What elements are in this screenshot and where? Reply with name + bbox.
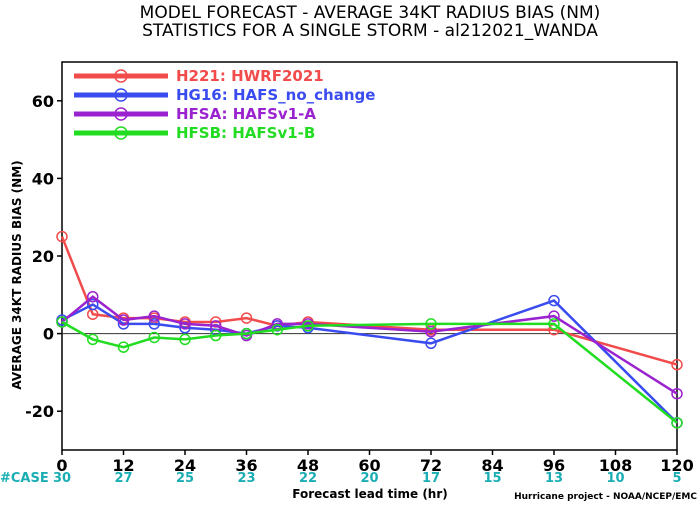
data-point xyxy=(425,318,437,330)
case-counts: #CASE 30 27 25 23 22 20 17 15 13 10 5 xyxy=(0,471,682,486)
case-count: 22 xyxy=(299,471,317,486)
case-count: 15 xyxy=(483,471,501,486)
x-tick-label: 96 xyxy=(543,456,565,475)
case-count: 25 xyxy=(176,471,194,486)
series-line xyxy=(61,295,678,395)
case-label: #CASE xyxy=(0,471,49,486)
case-count: 13 xyxy=(545,471,563,486)
case-count: 23 xyxy=(237,471,255,486)
series-h221 xyxy=(56,230,683,371)
x-tick-label: 120 xyxy=(660,456,693,475)
x-axis-label: Forecast lead time (hr) xyxy=(292,487,448,501)
data-point xyxy=(271,323,283,336)
data-point xyxy=(87,333,99,346)
plot-area xyxy=(61,61,678,451)
data-point xyxy=(56,316,68,328)
x-tick-label: 36 xyxy=(235,456,257,475)
data-point xyxy=(148,310,160,322)
series-layer xyxy=(56,230,683,429)
case-count: 5 xyxy=(672,471,681,486)
series-line xyxy=(60,236,678,366)
legend-item-hfsb: HFSB: HAFSv1-B xyxy=(74,124,315,142)
legend-label: HFSA: HAFSv1-A xyxy=(176,105,316,123)
y-tick-label: 60 xyxy=(32,92,54,111)
y-tick-label: -20 xyxy=(25,402,54,421)
data-point xyxy=(179,333,191,346)
data-point xyxy=(425,325,437,338)
data-point xyxy=(671,387,683,400)
legend-item-hfsa: HFSA: HAFSv1-A xyxy=(74,105,316,123)
x-tick-label: 72 xyxy=(420,456,442,475)
data-point xyxy=(548,318,560,330)
legend-marker xyxy=(114,88,128,102)
case-count: 30 xyxy=(53,471,71,486)
x-tick-label: 48 xyxy=(297,456,319,475)
data-point xyxy=(240,312,253,324)
x-axis-ticks: 0 12 24 36 48 60 72 84 96 108 120 xyxy=(56,450,694,475)
case-count: 17 xyxy=(422,471,440,486)
data-point xyxy=(302,320,314,332)
data-point xyxy=(671,358,683,371)
data-point xyxy=(87,290,99,303)
x-tick-label: 108 xyxy=(599,456,632,475)
data-point xyxy=(117,341,130,353)
data-point xyxy=(179,318,191,330)
data-point xyxy=(56,230,68,243)
series-hfsb xyxy=(56,316,683,429)
data-point xyxy=(425,337,437,350)
data-point xyxy=(548,310,560,322)
legend-label: HG16: HAFS_no_change xyxy=(176,86,375,104)
legend-marker xyxy=(114,69,128,83)
x-tick-label: 0 xyxy=(56,456,67,475)
chart-title: MODEL FORECAST - AVERAGE 34KT RADIUS BIA… xyxy=(140,3,601,23)
data-point xyxy=(148,318,160,330)
legend-marker xyxy=(114,107,128,121)
x-tick-label: 12 xyxy=(112,456,134,475)
data-point xyxy=(671,417,683,429)
case-count: 10 xyxy=(606,471,624,486)
credit-text: Hurricane project - NOAA/NCEP/EMC xyxy=(514,492,697,502)
plot-frame xyxy=(61,61,678,451)
x-tick-label: 84 xyxy=(481,456,503,475)
data-point xyxy=(240,327,253,340)
data-point xyxy=(87,298,99,311)
case-count: 20 xyxy=(360,471,378,486)
x-tick-label: 60 xyxy=(358,456,380,475)
y-tick-label: 0 xyxy=(43,325,54,344)
y-axis-label: AVERAGE 34KT RADIUS BIAS (NM) xyxy=(10,160,24,389)
data-point xyxy=(548,294,560,307)
y-tick-label: 40 xyxy=(32,169,54,188)
legend-label: H221: HWRF2021 xyxy=(176,67,324,85)
legend-item-h221: H221: HWRF2021 xyxy=(74,67,324,85)
data-point xyxy=(117,314,130,326)
y-tick-label: 20 xyxy=(32,247,54,266)
series-line xyxy=(61,320,678,424)
chart-subtitle: STATISTICS FOR A SINGLE STORM - al212021… xyxy=(142,21,598,41)
legend-marker xyxy=(114,126,128,140)
case-count: 27 xyxy=(114,471,132,486)
legend-label: HFSB: HAFSv1-B xyxy=(176,124,315,142)
series-hfsa xyxy=(56,290,683,400)
x-tick-label: 24 xyxy=(174,456,196,475)
legend-item-hg16: HG16: HAFS_no_change xyxy=(74,86,375,104)
data-point xyxy=(210,329,222,342)
data-point xyxy=(148,331,160,344)
y-axis-ticks: -20 0 20 40 60 xyxy=(25,92,62,421)
